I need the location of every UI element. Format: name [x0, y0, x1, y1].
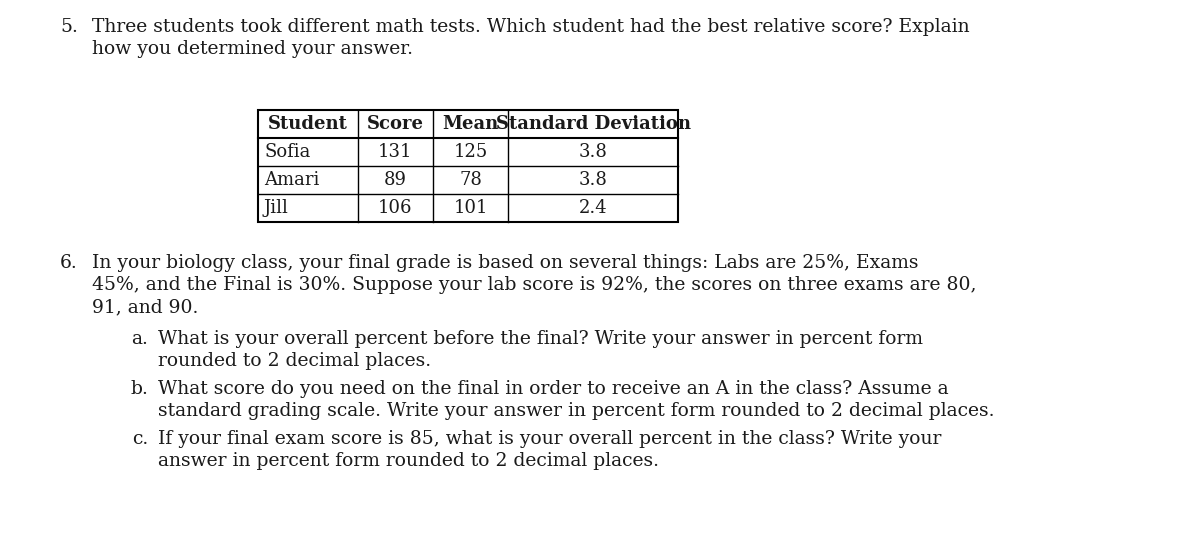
Text: What is your overall percent before the final? Write your answer in percent form: What is your overall percent before the …	[158, 330, 923, 348]
Text: answer in percent form rounded to 2 decimal places.: answer in percent form rounded to 2 deci…	[158, 452, 659, 470]
Text: c.: c.	[132, 430, 148, 448]
Text: b.: b.	[130, 380, 148, 398]
Text: rounded to 2 decimal places.: rounded to 2 decimal places.	[158, 352, 431, 370]
Text: Sofia: Sofia	[264, 143, 311, 161]
Text: 5.: 5.	[60, 18, 78, 36]
Text: 78: 78	[460, 171, 482, 189]
Text: 3.8: 3.8	[578, 171, 607, 189]
Text: Standard Deviation: Standard Deviation	[496, 115, 690, 133]
Text: 6.: 6.	[60, 254, 78, 272]
Text: Mean: Mean	[443, 115, 499, 133]
Text: a.: a.	[131, 330, 148, 348]
Text: Three students took different math tests. Which student had the best relative sc: Three students took different math tests…	[92, 18, 970, 36]
Text: Jill: Jill	[264, 199, 289, 217]
Text: standard grading scale. Write your answer in percent form rounded to 2 decimal p: standard grading scale. Write your answe…	[158, 402, 995, 420]
Text: 131: 131	[378, 143, 413, 161]
Text: Amari: Amari	[264, 171, 319, 189]
Text: 2.4: 2.4	[578, 199, 607, 217]
Text: how you determined your answer.: how you determined your answer.	[92, 40, 413, 58]
Text: 106: 106	[378, 199, 413, 217]
Text: 3.8: 3.8	[578, 143, 607, 161]
Text: 45%, and the Final is 30%. Suppose your lab score is 92%, the scores on three ex: 45%, and the Final is 30%. Suppose your …	[92, 276, 977, 294]
Text: If your final exam score is 85, what is your overall percent in the class? Write: If your final exam score is 85, what is …	[158, 430, 941, 448]
Text: 125: 125	[454, 143, 487, 161]
Text: 91, and 90.: 91, and 90.	[92, 298, 198, 316]
Text: In your biology class, your final grade is based on several things: Labs are 25%: In your biology class, your final grade …	[92, 254, 918, 272]
Text: Score: Score	[367, 115, 424, 133]
Text: Student: Student	[268, 115, 348, 133]
Bar	[258, 110, 678, 222]
Text: What score do you need on the final in order to receive an A in the class? Assum: What score do you need on the final in o…	[158, 380, 949, 398]
Text: 89: 89	[384, 171, 407, 189]
Text: 101: 101	[454, 199, 487, 217]
